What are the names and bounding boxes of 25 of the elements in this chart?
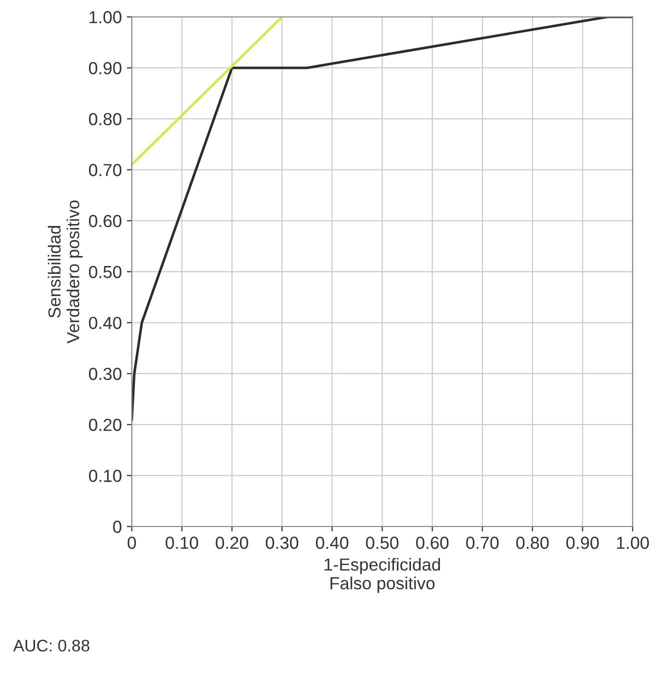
y-tick-label: 1.00: [90, 11, 122, 24]
x-tick-label: 1.00: [617, 536, 649, 549]
x-tick-label: 0.40: [316, 536, 348, 549]
y-tick-label: 0.20: [88, 418, 122, 432]
text: AUC: 0.88: [13, 640, 90, 652]
x-tick-label: 0.10: [166, 536, 198, 549]
x-tick-label: 0.20: [216, 536, 248, 549]
x-tick-label: 0.60: [416, 536, 449, 549]
y-tick-label: 0.40: [88, 316, 122, 330]
y-tick-label: 0: [113, 520, 122, 533]
y-tick-label: 0.80: [88, 112, 122, 126]
y-axis-title: Sensibilidad Verdadero positivo: [48, 200, 83, 344]
y-tick-label: 0.30: [88, 368, 122, 380]
x-tick-label: 0.80: [516, 536, 549, 549]
x-tick-label: 0.70: [466, 536, 499, 549]
x-tick-label: 0.50: [366, 536, 398, 549]
y-tick-label: 0.70: [88, 164, 122, 176]
x-tick-label: 0: [128, 536, 136, 549]
x-tick-label: 0.90: [566, 536, 599, 549]
y-tick-label: 0.90: [88, 62, 122, 74]
x-axis-title: 1-Especificidad Falso positivo: [324, 558, 440, 593]
y-tick-label: 0.50: [88, 266, 122, 278]
y-tick-label: 0.10: [88, 470, 122, 482]
x-tick-label: 0.30: [266, 536, 298, 549]
y-tick-label: 0.60: [88, 214, 122, 228]
